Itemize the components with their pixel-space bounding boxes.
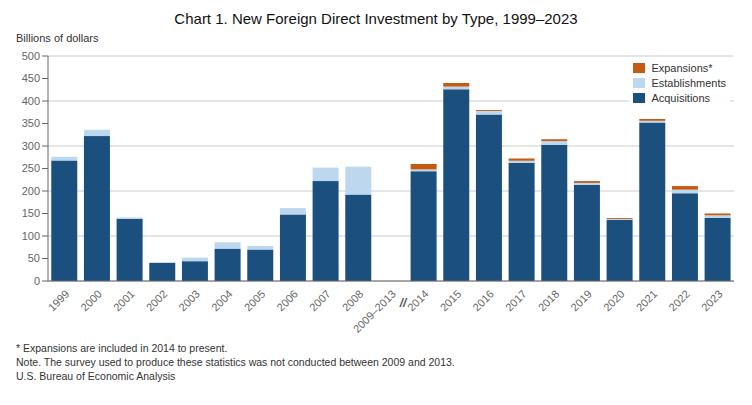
svg-text:2003: 2003 [176, 288, 202, 314]
svg-text:350: 350 [22, 117, 40, 129]
svg-text:2014: 2014 [405, 288, 431, 314]
html-text:Billions of dollars: Billions of dollars [16, 32, 99, 44]
svg-text:200: 200 [22, 185, 40, 197]
html-text:U.S. Bureau of Economic Analys: U.S. Bureau of Economic Analysis [16, 370, 176, 382]
svg-text:100: 100 [22, 230, 40, 242]
svg-text:2004: 2004 [209, 288, 235, 314]
svg-text:2008: 2008 [340, 288, 366, 314]
svg-text:2015: 2015 [438, 288, 464, 314]
svg-text:300: 300 [22, 140, 40, 152]
svg-text:2022: 2022 [666, 288, 692, 314]
svg-text:2020: 2020 [601, 288, 627, 314]
svg-text:50: 50 [28, 252, 40, 264]
html-text:Chart 1. New Foreign Direct In: Chart 1. New Foreign Direct Investment b… [174, 10, 578, 27]
html-text:Note. The survey used to produ: Note. The survey used to produce these s… [16, 356, 455, 368]
svg-text:150: 150 [22, 207, 40, 219]
svg-text:2019: 2019 [568, 288, 594, 314]
html-text:* Expansions are included in 2: * Expansions are included in 2014 to pre… [16, 342, 228, 354]
svg-text:2005: 2005 [242, 288, 268, 314]
svg-text:500: 500 [22, 50, 40, 62]
svg-text:400: 400 [22, 95, 40, 107]
svg-text:0: 0 [34, 275, 40, 287]
svg-text:2009–2013: 2009–2013 [351, 288, 398, 335]
html-text:Expansions*: Expansions* [651, 61, 713, 74]
svg-text:2000: 2000 [78, 288, 104, 314]
svg-text:1999: 1999 [46, 288, 72, 314]
svg-text:2016: 2016 [470, 288, 496, 314]
svg-text:450: 450 [22, 72, 40, 84]
svg-text:2023: 2023 [699, 288, 725, 314]
svg-text:2001: 2001 [111, 288, 137, 314]
svg-text:2018: 2018 [536, 288, 562, 314]
html-text:Acquisitions: Acquisitions [651, 91, 711, 104]
html-text:Establishments: Establishments [651, 76, 726, 89]
svg-text:2007: 2007 [307, 288, 333, 314]
svg-text:2021: 2021 [634, 288, 660, 314]
svg-text:250: 250 [22, 162, 40, 174]
svg-text:2002: 2002 [144, 288, 170, 314]
svg-text:2017: 2017 [503, 288, 529, 314]
svg-text:2006: 2006 [274, 288, 300, 314]
